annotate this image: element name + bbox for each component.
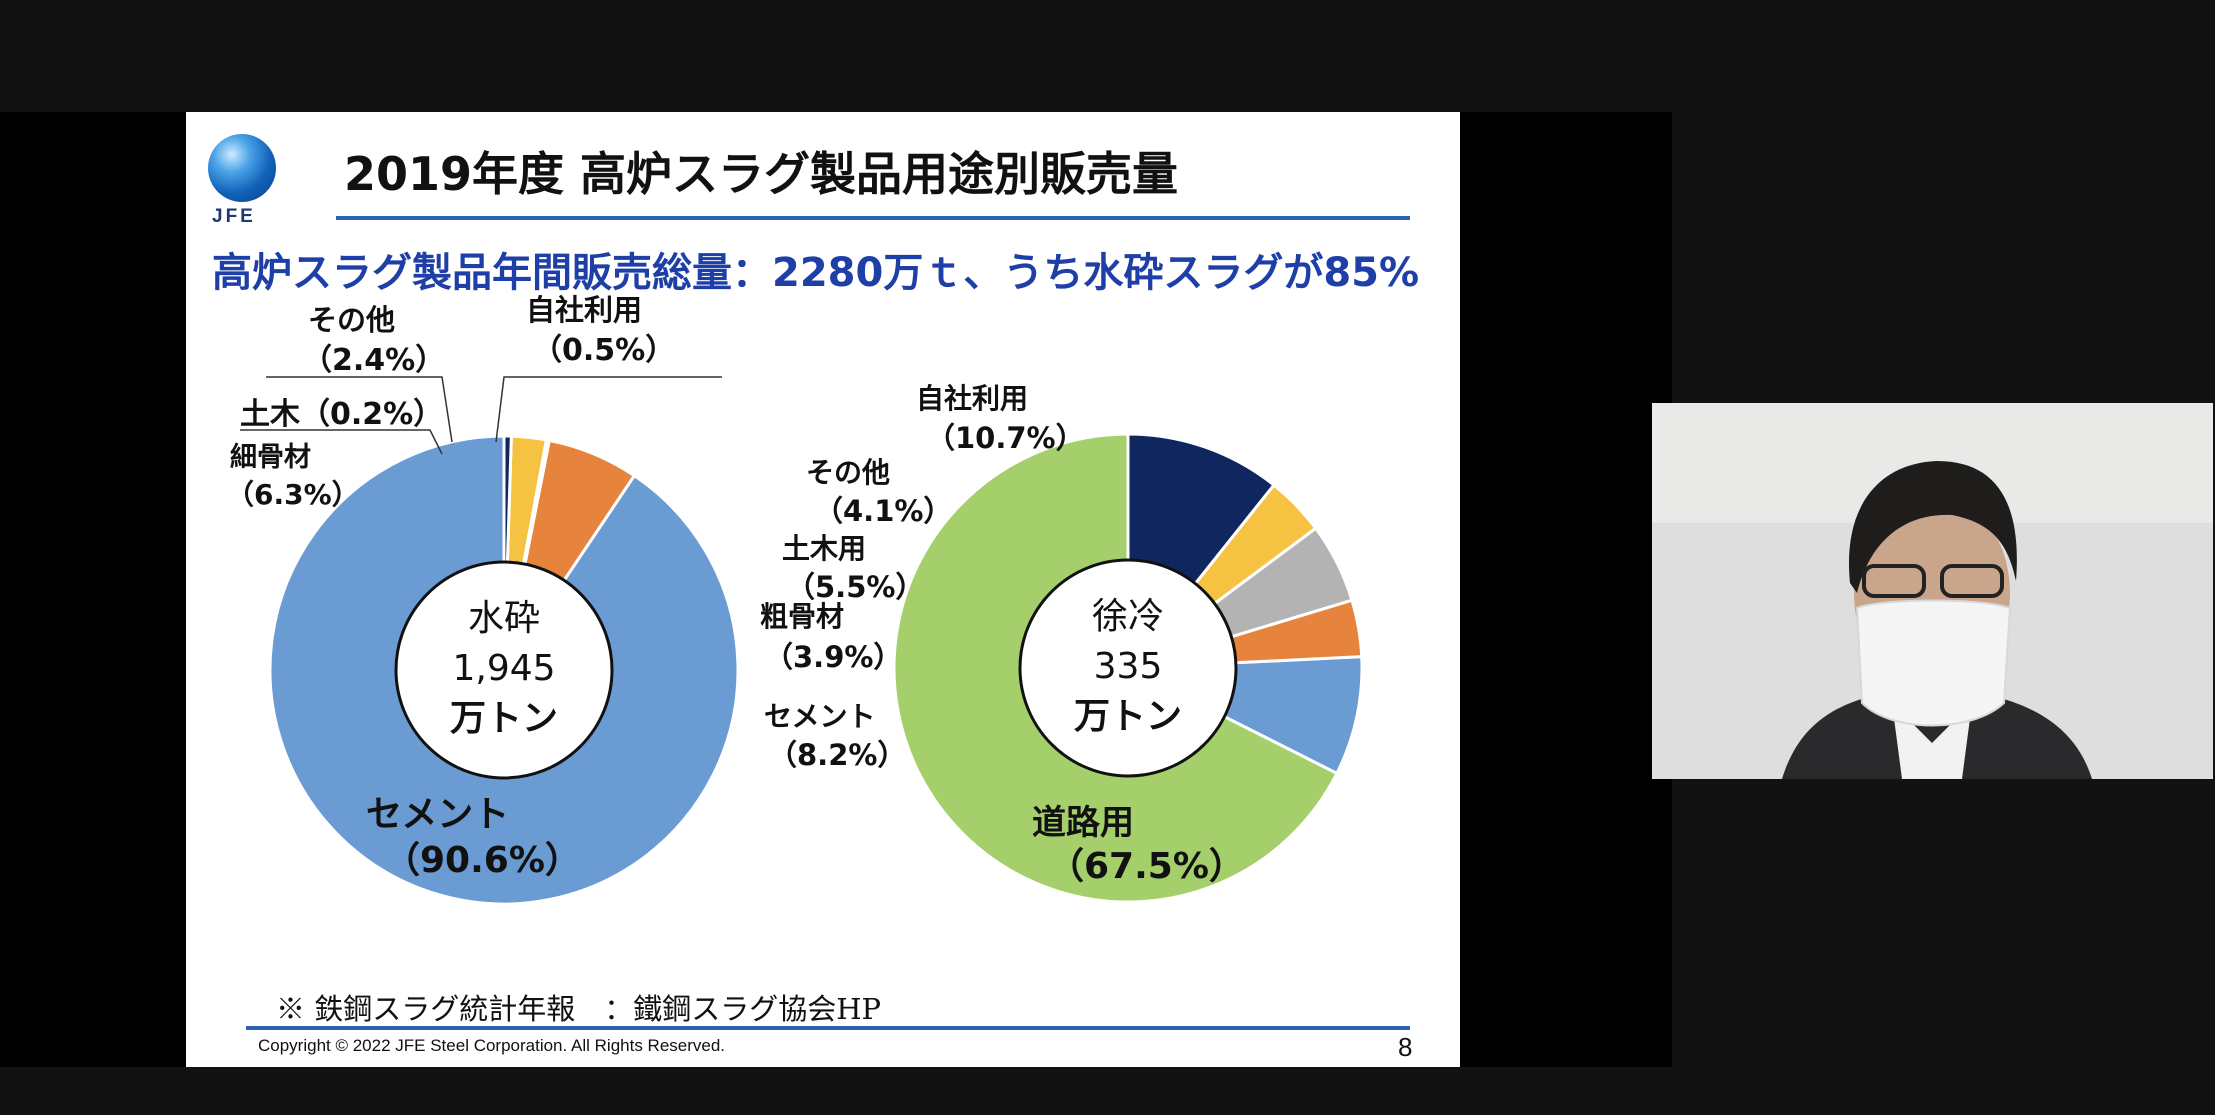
label-fine-aggregate-pct: （6.3%）: [226, 478, 360, 511]
label-other-left: その他: [308, 303, 395, 337]
presenter-hair: [1848, 461, 2017, 593]
presenter-glasses-left: [1862, 564, 1926, 598]
title-divider: [336, 216, 1410, 220]
granulated-slag-donut: 水砕 1,945 万トン: [268, 434, 740, 906]
source-footnote: ※ 鉄鋼スラグ統計年報 ：鐵鋼スラグ協会HP: [276, 992, 882, 1026]
leader-line-doboku: [240, 429, 443, 455]
donut-1-center-label-1: 335: [1094, 646, 1163, 687]
donut-1-center-label-2: 万トン: [1074, 696, 1182, 737]
slide-subtitle: 高炉スラグ製品年間販売総量：2280万ｔ、うち水砕スラグが85%: [212, 250, 1420, 296]
label-other-right: その他: [806, 456, 890, 489]
presenter-glasses-right: [1940, 564, 2004, 598]
air-cooled-slag-donut: 徐冷 335 万トン: [892, 432, 1364, 904]
donut-0-center-label-2: 万トン: [450, 698, 558, 739]
donut-1-center: [1018, 558, 1238, 778]
presenter-video-frame: [1652, 403, 2213, 779]
label-other-right-pct: （4.1%）: [814, 494, 952, 528]
label-cement-right-pct: （8.2%）: [768, 738, 906, 772]
label-coarse-aggregate-pct: （3.9%）: [764, 640, 902, 674]
donut-charts: 水砕 1,945 万トン 徐冷 335 万トン セメント （90.6%） 細骨材 （6.…: [226, 293, 1364, 906]
jfe-logo: JFE: [208, 134, 280, 228]
page-number: 8: [1398, 1032, 1413, 1062]
copyright-text: Copyright © 2022 JFE Steel Corporation. …: [258, 1036, 726, 1055]
presenter-shoulders: [1782, 687, 2092, 779]
label-fine-aggregate: 細骨材: [230, 442, 311, 473]
label-civil-right: 土木用: [782, 532, 866, 565]
presentation-slide: JFE 2019年度 高炉スラグ製品用途別販売量 高炉スラグ製品年間販売総量：2…: [186, 112, 1460, 1067]
leader-line-sonota: [266, 376, 453, 443]
label-civil-right-pct: （5.5%）: [786, 570, 924, 604]
label-own-use-right-pct: （10.7%）: [926, 421, 1085, 455]
logo-text: JFE: [212, 206, 256, 227]
label-other-left-pct: （2.4%）: [302, 343, 445, 378]
label-own-use-right: 自社利用: [916, 382, 1028, 415]
presenter-shirt: [1892, 703, 1972, 779]
label-road: 道路用: [1032, 803, 1134, 843]
slide-title: 2019年度 高炉スラグ製品用途別販売量: [344, 147, 1179, 201]
label-civil-left: 土木（0.2%）: [240, 397, 443, 432]
donut-0-center: [394, 560, 614, 780]
presenter-webcam-video[interactable]: [1652, 403, 2213, 779]
label-road-pct: （67.5%）: [1048, 846, 1245, 887]
label-cement-left: セメント: [366, 794, 509, 835]
leader-line-jisha: [495, 376, 722, 443]
label-own-use-left-pct: （0.5%）: [532, 333, 675, 368]
label-cement-left-pct: （90.6%）: [384, 840, 581, 881]
donut-0-center-label-1: 1,945: [452, 648, 555, 689]
label-own-use-left: 自社利用: [526, 293, 642, 327]
donut-0-center-label-0: 水砕: [468, 598, 540, 639]
footer-divider: [246, 1026, 1410, 1030]
label-cement-right: セメント: [764, 700, 875, 733]
presenter-face-mask: [1855, 599, 2012, 727]
donut-1-center-label-0: 徐冷: [1092, 596, 1164, 637]
label-coarse-aggregate: 粗骨材: [760, 600, 844, 633]
jfe-logo-globe-icon: [208, 134, 276, 202]
